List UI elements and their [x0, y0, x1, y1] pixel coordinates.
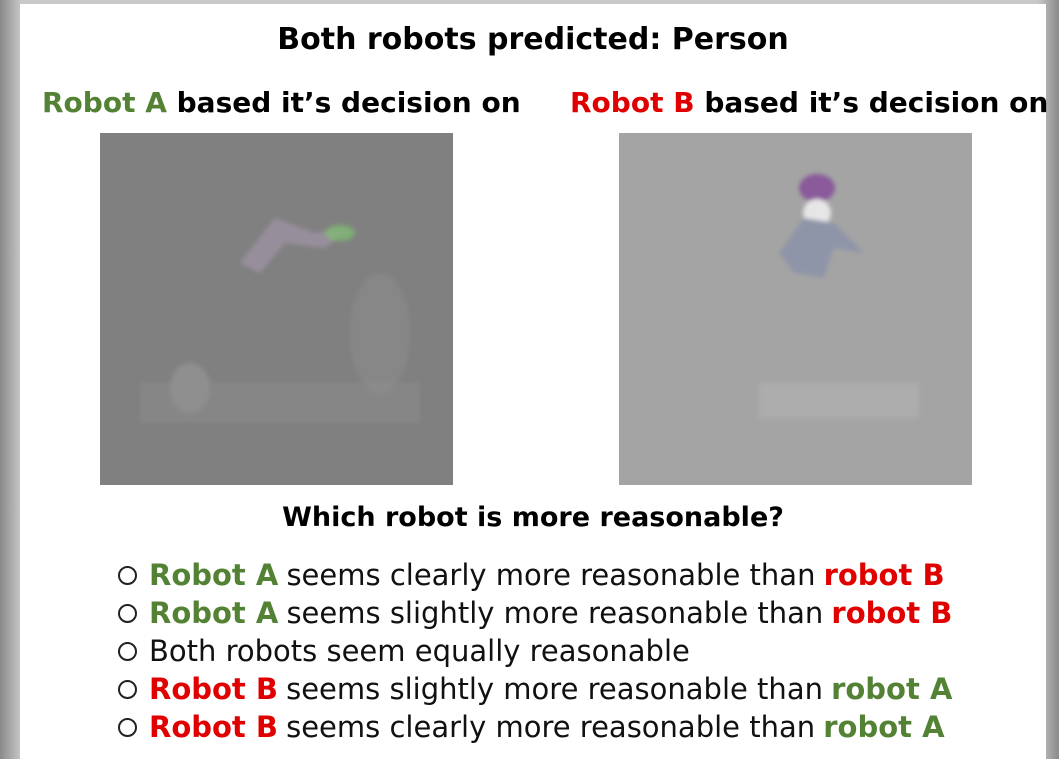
option-text: robot A	[831, 672, 952, 706]
option-text: seems slightly more reasonable than	[286, 672, 823, 706]
robot-a-heading: Robot A based it’s decision on	[42, 86, 521, 119]
radio-button[interactable]	[118, 566, 137, 585]
robot-b-caption: based it’s decision on	[704, 86, 1048, 119]
radio-button[interactable]	[118, 680, 137, 699]
robot-a-saliency-image	[100, 133, 453, 485]
option-text: Robot B	[149, 672, 278, 706]
option-text: seems clearly more reasonable than	[286, 710, 815, 744]
robot-b-heading: Robot B based it’s decision on	[570, 86, 1048, 119]
option[interactable]: Both robots seem equally reasonable	[118, 632, 961, 670]
option-text: seems clearly more reasonable than	[286, 558, 815, 592]
option-text: Robot B	[149, 710, 278, 744]
question: Which robot is more reasonable?	[20, 502, 1046, 533]
robot-a-caption: based it’s decision on	[177, 86, 521, 119]
radio-button[interactable]	[118, 718, 137, 737]
robot-b-name: Robot B	[570, 86, 695, 119]
robot-b-saliency-image	[619, 133, 972, 485]
robot-a-name: Robot A	[42, 86, 167, 119]
radio-button[interactable]	[118, 642, 137, 661]
option-text: robot B	[831, 596, 952, 630]
option-text: robot B	[824, 558, 945, 592]
survey-panel: Both robots predicted: Person Robot A ba…	[20, 4, 1046, 759]
option-text: seems slightly more reasonable than	[286, 596, 823, 630]
radio-button[interactable]	[118, 604, 137, 623]
page: Both robots predicted: Person Robot A ba…	[0, 0, 1059, 759]
title: Both robots predicted: Person	[20, 22, 1046, 57]
option-text: Both robots seem equally reasonable	[149, 634, 690, 668]
option-text: Robot A	[149, 596, 278, 630]
option-text: robot A	[823, 710, 944, 744]
option-text: Robot A	[149, 558, 278, 592]
